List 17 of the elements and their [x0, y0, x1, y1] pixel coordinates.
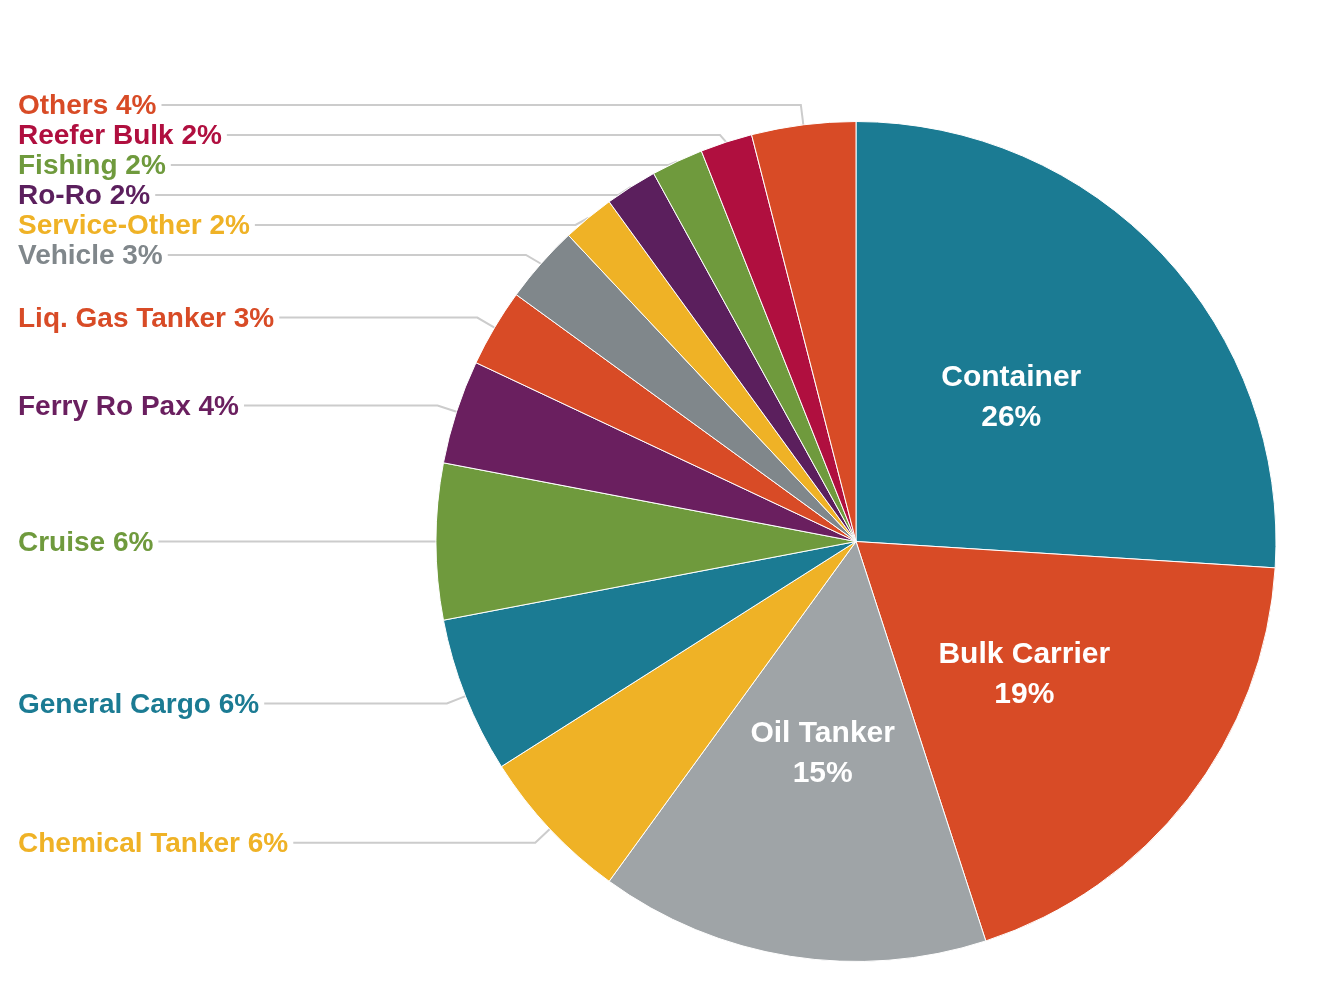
slice-label: Bulk Carrier	[938, 635, 1111, 669]
data-label: 26%	[981, 399, 1042, 433]
slice-label: Service-Other 2%	[18, 209, 250, 241]
slice-label: Vehicle 3%	[18, 239, 163, 271]
slice-label: Fishing 2%	[18, 149, 166, 181]
data-label: 19%	[994, 675, 1055, 709]
slice-label: Chemical Tanker 6%	[18, 827, 289, 859]
slice-label: Oil Tanker	[750, 715, 896, 749]
slice-label: General Cargo 6%	[18, 687, 260, 719]
slice-label: Container	[941, 359, 1082, 393]
slice-label: Ferry Ro Pax 4%	[18, 390, 240, 422]
slice-label: Cruise 6%	[18, 526, 154, 557]
slice-label: Liq. Gas Tanker 3%	[18, 302, 275, 334]
slice-label: Ro-Ro 2%	[18, 179, 151, 211]
data-label: 15%	[792, 755, 853, 789]
slice-label: Reefer Bulk 2%	[18, 119, 222, 151]
slice-label: Others 4%	[18, 89, 157, 121]
